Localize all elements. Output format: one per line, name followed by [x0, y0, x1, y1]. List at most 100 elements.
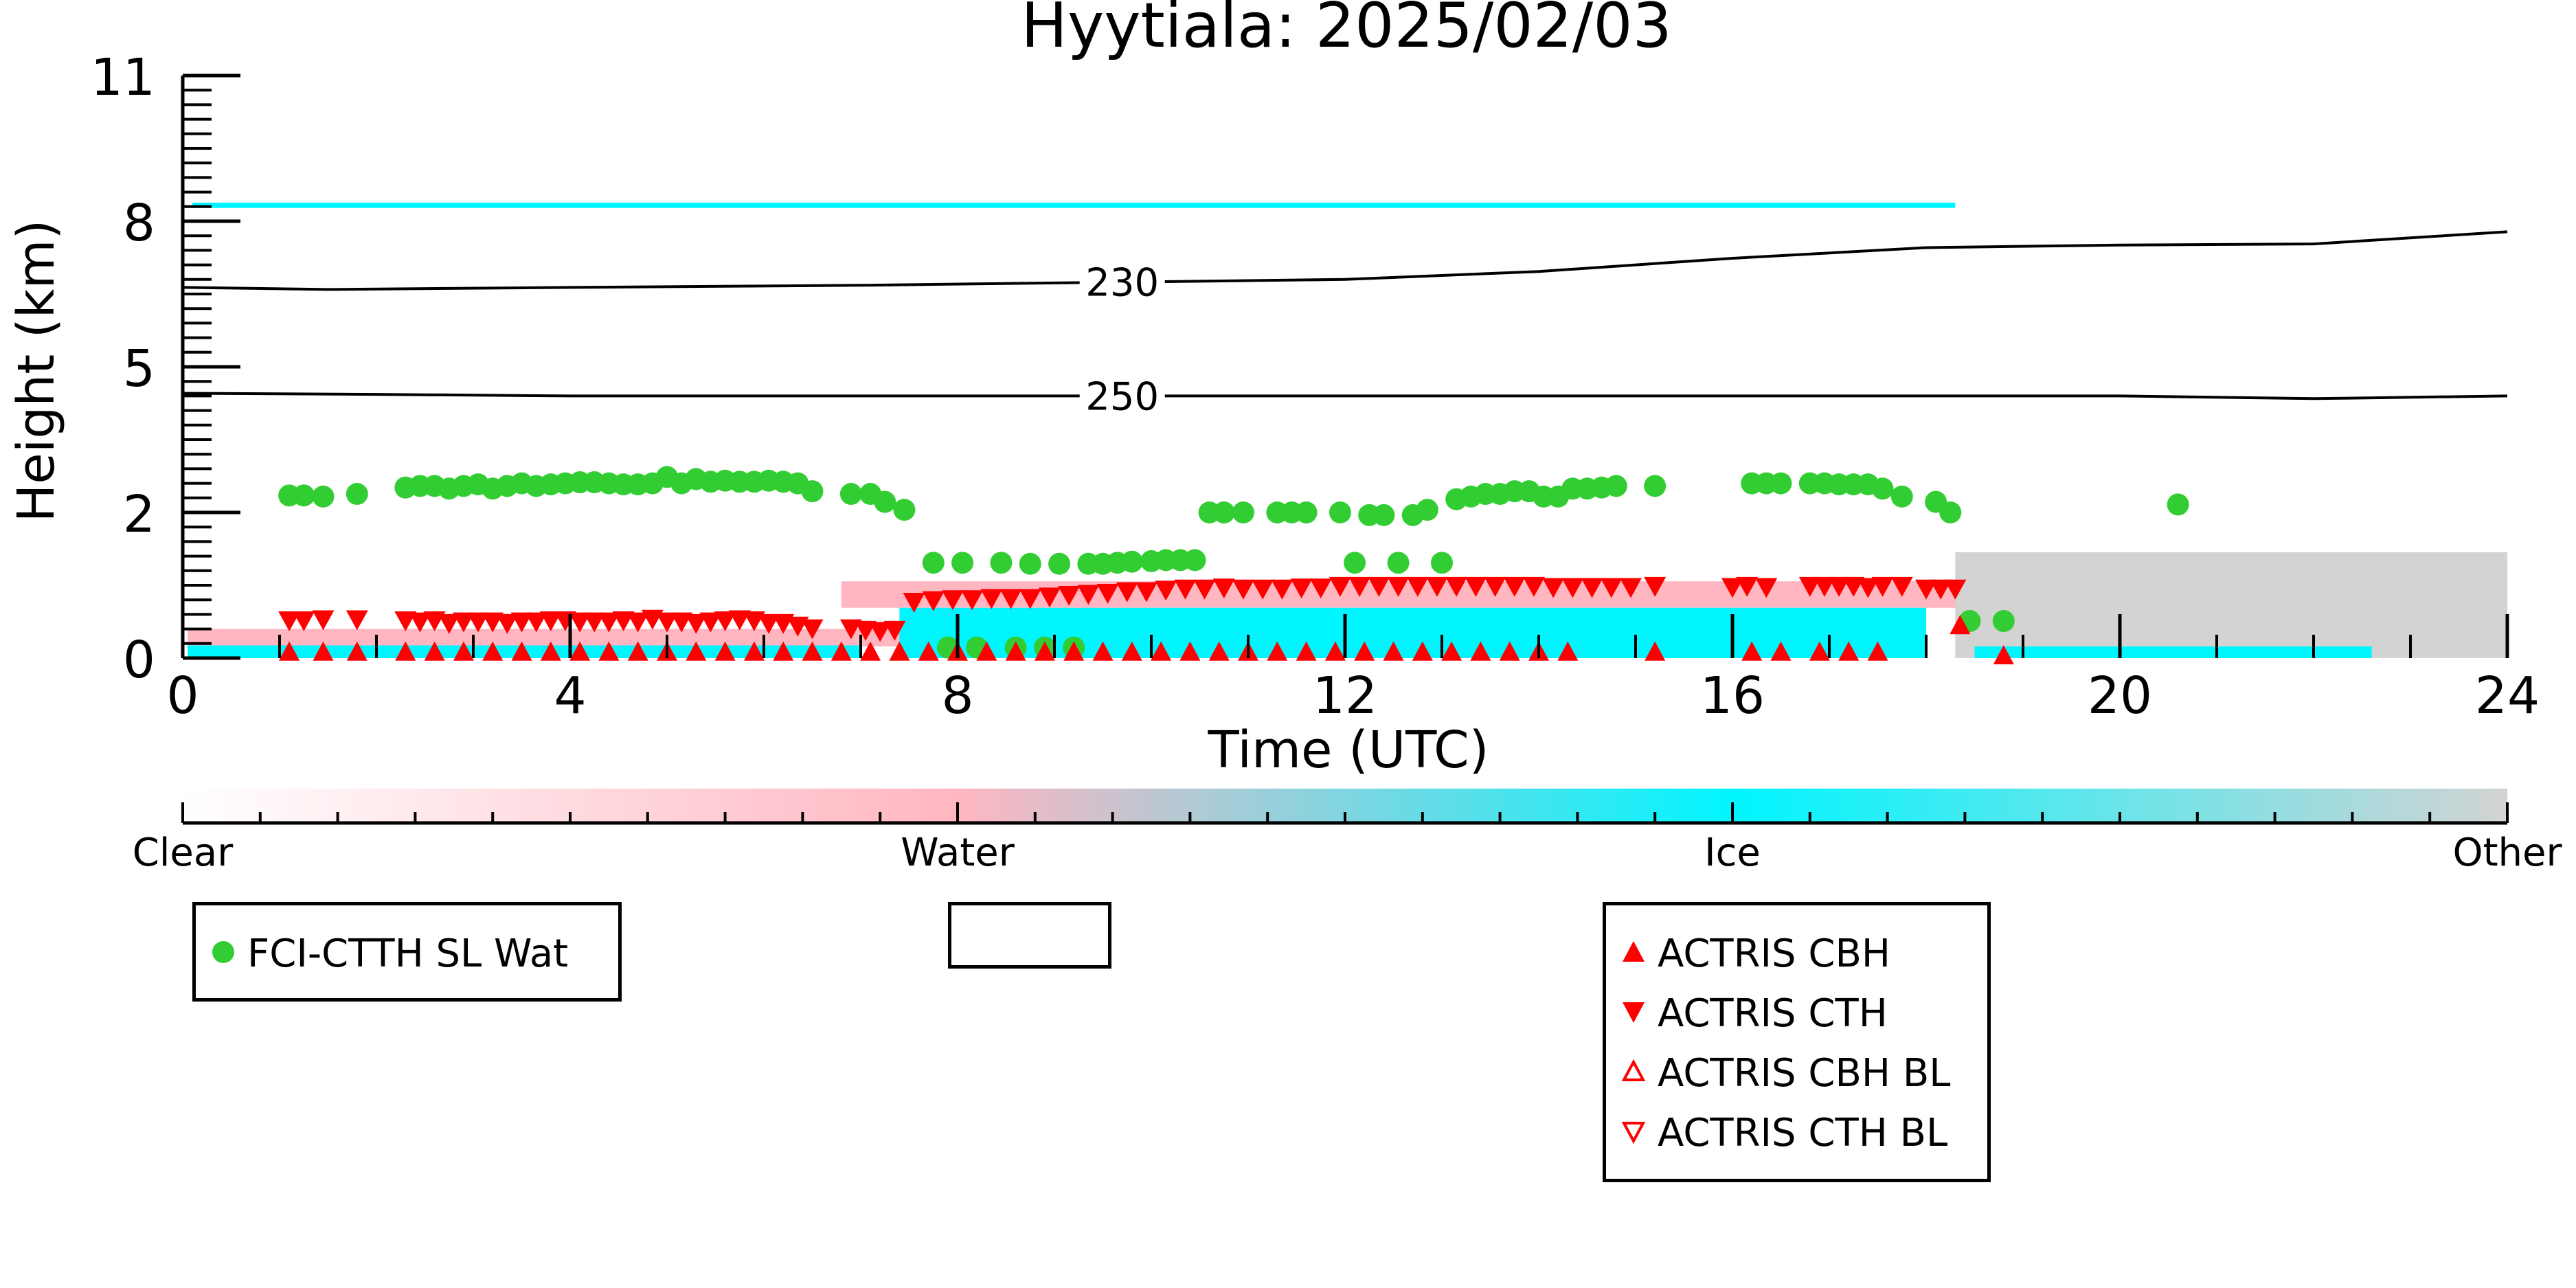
marker-fci-ctth-sl-wat — [1416, 499, 1438, 521]
colorbar-label-clear: Clear — [133, 831, 234, 875]
marker-actris-cth — [1387, 576, 1410, 597]
marker-actris-cbh — [482, 641, 504, 661]
colorbar-label-water: Water — [901, 831, 1015, 875]
marker-actris-cth — [312, 610, 335, 631]
marker-actris-cth — [1212, 578, 1235, 599]
marker-actris-cbh — [1770, 641, 1792, 661]
legend-label: ACTRIS CTH BL — [1658, 1111, 1948, 1155]
marker-actris-cth — [438, 613, 460, 634]
marker-actris-cth — [1890, 576, 1913, 597]
filled-triangle-down-icon — [1623, 1002, 1645, 1023]
marker-actris-cth — [903, 593, 925, 613]
marker-fci-ctth-sl-wat — [1120, 550, 1143, 573]
contour-line-250 — [182, 392, 2508, 400]
marker-actris-cbh — [743, 641, 765, 661]
marker-actris-cth — [1348, 576, 1371, 597]
marker-actris-cbh — [1034, 641, 1055, 661]
y-tick-label: 5 — [123, 339, 155, 398]
classification-colorbar: Clear Water Ice Other — [133, 789, 2562, 875]
marker-actris-cth — [1930, 579, 1952, 600]
marker-actris-cbh — [1179, 641, 1201, 661]
contour-line-230 — [182, 230, 2508, 291]
y-tick-label: 11 — [91, 48, 155, 107]
marker-actris-cth — [626, 612, 649, 633]
marker-fci-ctth-sl-wat — [1372, 504, 1395, 526]
region-ice — [1974, 646, 2372, 658]
marker-fci-ctth-sl-wat — [1431, 552, 1453, 574]
contour-label-230: 230 — [1085, 261, 1159, 306]
marker-actris-cbh — [1005, 641, 1026, 661]
classification-regions — [188, 203, 2507, 658]
marker-actris-cth — [999, 589, 1022, 609]
x-tick-label: 8 — [941, 666, 973, 725]
marker-actris-cth — [922, 591, 945, 611]
marker-actris-cth — [598, 612, 620, 633]
marker-actris-cth — [1600, 578, 1623, 598]
legend-item-actris-cth-bl: ACTRIS CTH BL — [1620, 1111, 1947, 1155]
marker-fci-ctth-sl-wat — [893, 499, 916, 521]
marker-fci-ctth-sl-wat — [1184, 549, 1206, 572]
marker-actris-cbh — [395, 641, 416, 661]
marker-actris-cth — [1058, 586, 1081, 607]
marker-fci-ctth-sl-wat — [839, 483, 862, 506]
marker-actris-cth — [1252, 579, 1274, 600]
legend-item-actris-cbh: ACTRIS CBH — [1620, 931, 1890, 976]
x-tick-label: 4 — [554, 666, 586, 725]
marker-actris-cth — [1857, 578, 1879, 598]
contour-label-bg — [1079, 261, 1165, 303]
temperature-contours: 230 250 — [182, 230, 2508, 419]
marker-actris-cth — [1542, 578, 1565, 598]
marker-fci-ctth-sl-wat — [801, 480, 824, 503]
marker-actris-cth — [1155, 580, 1177, 601]
marker-fci-ctth-sl-wat — [2167, 493, 2189, 516]
marker-actris-cbh — [540, 641, 561, 661]
marker-actris-cth — [1445, 576, 1468, 597]
marker-actris-cth — [1619, 578, 1642, 598]
marker-actris-cbh — [1383, 641, 1404, 661]
marker-actris-cth — [1368, 576, 1390, 597]
marker-actris-cbh — [1151, 641, 1172, 661]
marker-actris-cth — [1581, 578, 1603, 598]
marker-actris-cbh — [1208, 641, 1230, 661]
marker-actris-cth — [961, 590, 984, 611]
x-tick-label: 12 — [1313, 666, 1377, 725]
marker-actris-cbh — [1809, 641, 1830, 661]
legend-item-actris-cbh-bl: ACTRIS CBH BL — [1620, 1051, 1950, 1096]
marker-actris-cth — [1465, 576, 1487, 597]
legend-middle — [948, 902, 1111, 969]
marker-fci-ctth-sl-wat — [1890, 485, 1913, 508]
marker-actris-cth — [1644, 576, 1667, 597]
contour-label-bg — [1079, 375, 1165, 417]
legend-item-fci-ctth: FCI-CTTH SL Wat — [210, 931, 568, 976]
open-triangle-up-icon — [1621, 1059, 1646, 1081]
legend-item-actris-cth: ACTRIS CTH — [1620, 991, 1888, 1036]
marker-actris-cth — [1019, 589, 1041, 609]
marker-actris-cbh — [1838, 641, 1860, 661]
marker-actris-cth — [510, 612, 533, 633]
marker-actris-cbh — [1267, 641, 1288, 661]
marker-actris-cth — [612, 611, 635, 632]
marker-actris-cth — [1096, 583, 1119, 604]
marker-actris-cth — [346, 610, 368, 631]
marker-actris-cbh — [1470, 641, 1491, 661]
marker-fci-ctth-sl-wat — [1048, 552, 1071, 575]
marker-fci-ctth-sl-wat — [1770, 472, 1792, 495]
marker-actris-cth — [1193, 579, 1216, 600]
legend-label: ACTRIS CTH — [1658, 991, 1888, 1036]
marker-actris-cth — [1077, 585, 1100, 605]
marker-actris-cbh — [424, 641, 445, 661]
marker-actris-cbh — [773, 641, 794, 661]
marker-actris-cbh — [1557, 641, 1579, 661]
marker-actris-cth — [1425, 576, 1448, 597]
marker-actris-cbh — [1645, 641, 1666, 661]
marker-actris-cth — [1503, 576, 1526, 597]
marker-actris-cth — [855, 620, 877, 641]
y-tick-label: 0 — [123, 631, 155, 690]
x-axis-label: Time (UTC) — [1207, 721, 1489, 780]
marker-actris-cth — [525, 612, 547, 633]
x-tick-label: 24 — [2475, 666, 2540, 725]
marker-actris-cth — [1522, 576, 1545, 597]
marker-actris-cth — [1484, 576, 1506, 597]
region-water — [188, 629, 909, 647]
marker-actris-cth — [1944, 579, 1967, 600]
